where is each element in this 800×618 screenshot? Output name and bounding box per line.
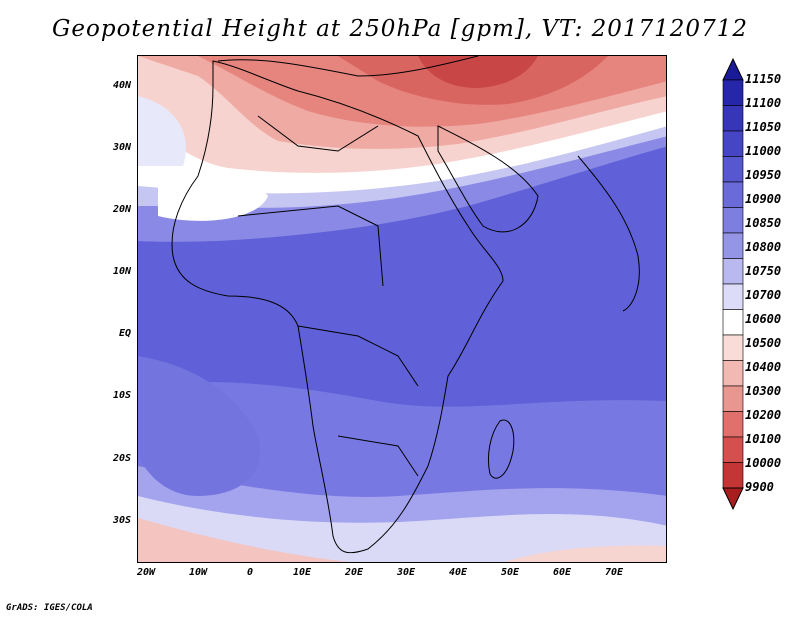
lon-label-50e: 50E — [500, 567, 520, 578]
colorbar-cell — [722, 436, 744, 463]
lon-label-20w: 20W — [136, 567, 156, 578]
lon-label-10w: 10W — [188, 567, 208, 578]
colorbar-label: 10900 — [745, 192, 782, 206]
border-4 — [257, 115, 379, 152]
lon-label-10e: 10E — [292, 567, 312, 578]
colorbar-label: 10800 — [745, 240, 782, 254]
map-frame — [137, 55, 667, 563]
lat-label-30n: 30N — [112, 142, 131, 153]
colorbar-label: 11000 — [745, 144, 782, 158]
colorbar-label: 10500 — [745, 336, 782, 350]
colorbar-top-arrow — [722, 58, 744, 81]
lat-label-10s: 10S — [112, 390, 131, 401]
lat-label-20s: 20S — [112, 453, 131, 464]
border-2 — [297, 325, 419, 387]
lat-label-30s: 30S — [112, 515, 131, 526]
colorbar-bottom-arrow — [722, 487, 744, 511]
lat-label-eq: EQ — [118, 328, 131, 339]
field-sw-patch — [138, 356, 260, 496]
field-north-red3 — [418, 56, 538, 88]
lon-label-0: 0 — [246, 567, 254, 578]
colorbar-label: 11050 — [745, 120, 782, 134]
india-coast — [577, 155, 640, 312]
colorbar-label: 10000 — [745, 456, 782, 470]
coastlines — [171, 56, 640, 554]
colorbar-cell — [722, 105, 744, 132]
europe-coast — [217, 56, 479, 77]
field-atlantic-pale — [138, 96, 186, 166]
lon-label-30e: 30E — [396, 567, 416, 578]
lat-label-20n: 20N — [112, 204, 131, 215]
lon-label-40e: 40E — [448, 567, 468, 578]
colorbar-label: 10750 — [745, 264, 782, 278]
colorbar-label: 10200 — [745, 408, 782, 422]
colorbar-label: 9900 — [745, 480, 774, 494]
lat-label-40n: 40N — [112, 80, 131, 91]
colorbar-label: 10400 — [745, 360, 782, 374]
colorbar-cell — [722, 360, 744, 387]
colorbar-cell — [722, 232, 744, 259]
colorbar-cell — [722, 309, 744, 336]
colorbar-label: 10850 — [745, 216, 782, 230]
field-sahara-white — [158, 162, 268, 221]
field-south-pink2 — [504, 545, 666, 562]
colorbar-cell — [722, 79, 744, 106]
colorbar-cell — [722, 283, 744, 310]
colorbar — [722, 58, 744, 511]
colorbar-label: 11150 — [745, 72, 782, 86]
africa-coast — [171, 60, 504, 554]
lat-label-10n: 10N — [112, 266, 131, 277]
colorbar-cell — [722, 207, 744, 234]
colorbar-cell — [722, 411, 744, 438]
colorbar-label: 10700 — [745, 288, 782, 302]
credit-text: GrADS: IGES/COLA — [6, 603, 93, 613]
arabia-coast — [437, 125, 539, 233]
border-3 — [337, 435, 419, 477]
colorbar-cell — [722, 462, 744, 489]
lon-label-60e: 60E — [552, 567, 572, 578]
chart-title: Geopotential Height at 250hPa [gpm], VT:… — [52, 16, 748, 42]
madagascar — [487, 419, 515, 479]
colorbar-label: 10950 — [745, 168, 782, 182]
colorbar-cell — [722, 156, 744, 183]
colorbar-label: 10300 — [745, 384, 782, 398]
colorbar-cell — [722, 130, 744, 157]
colorbar-cell — [722, 385, 744, 412]
colorbar-cell — [722, 258, 744, 285]
field-south-white — [138, 496, 666, 562]
colorbar-cell — [722, 334, 744, 361]
colorbar-label: 11100 — [745, 96, 782, 110]
lon-label-70e: 70E — [604, 567, 624, 578]
colorbar-label: 10100 — [745, 432, 782, 446]
colorbar-cell — [722, 181, 744, 208]
map-field — [138, 56, 666, 562]
colorbar-label: 10600 — [745, 312, 782, 326]
border-1 — [237, 205, 384, 287]
field-south-pink — [138, 518, 350, 562]
lon-label-20e: 20E — [344, 567, 364, 578]
